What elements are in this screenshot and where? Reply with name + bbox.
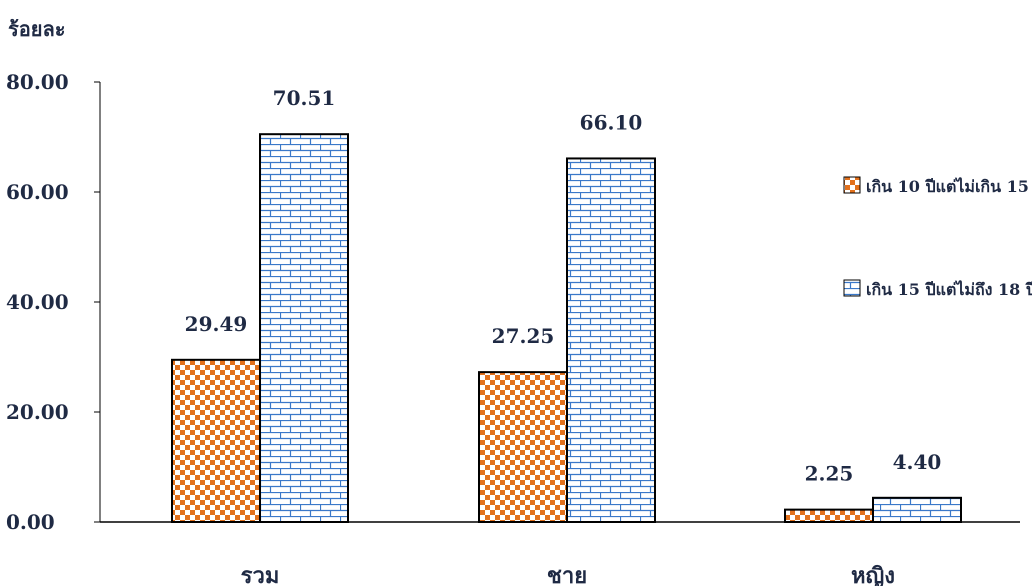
data-label-series-1-1: 29.49 bbox=[185, 312, 248, 336]
y-tick-label: 60.00 bbox=[6, 180, 69, 204]
legend-swatch-series-2 bbox=[843, 279, 861, 297]
category-label-2: ชาย bbox=[547, 563, 587, 586]
bar-series-1-3 bbox=[784, 508, 874, 523]
legend-swatch-series-1 bbox=[843, 176, 861, 194]
y-tick-label: 20.00 bbox=[6, 400, 69, 424]
category-label-3: หญิง bbox=[851, 563, 895, 586]
legend-label-series-1: เกิน 10 ปีแต่ไม่เกิน 15 ปี bbox=[866, 177, 1032, 196]
bar-series-1-1 bbox=[171, 358, 261, 523]
data-label-series-1-2: 27.25 bbox=[492, 324, 555, 348]
data-label-series-1-3: 2.25 bbox=[805, 462, 854, 486]
y-tick-label: 0.00 bbox=[6, 510, 55, 534]
y-tick-label: 40.00 bbox=[6, 290, 69, 314]
bar-series-2-1 bbox=[259, 133, 349, 523]
category-label-1: รวม bbox=[241, 563, 280, 586]
data-label-series-2-3: 4.40 bbox=[893, 450, 942, 474]
bar-series-2-3 bbox=[872, 496, 962, 523]
legend: เกิน 10 ปีแต่ไม่เกิน 15 ปี เกิน 15 ปีแต่… bbox=[843, 176, 1032, 299]
data-label-series-2-2: 66.10 bbox=[580, 110, 643, 134]
data-label-series-2-1: 70.51 bbox=[273, 86, 336, 110]
y-tick-label: 80.00 bbox=[6, 70, 69, 94]
y-axis-title: ร้อยละ bbox=[8, 17, 65, 41]
bar-series-2-2 bbox=[566, 157, 656, 523]
legend-label-series-2: เกิน 15 ปีแต่ไม่ถึง 18 ปี bbox=[866, 280, 1032, 299]
bar-series-1-2 bbox=[478, 371, 568, 523]
